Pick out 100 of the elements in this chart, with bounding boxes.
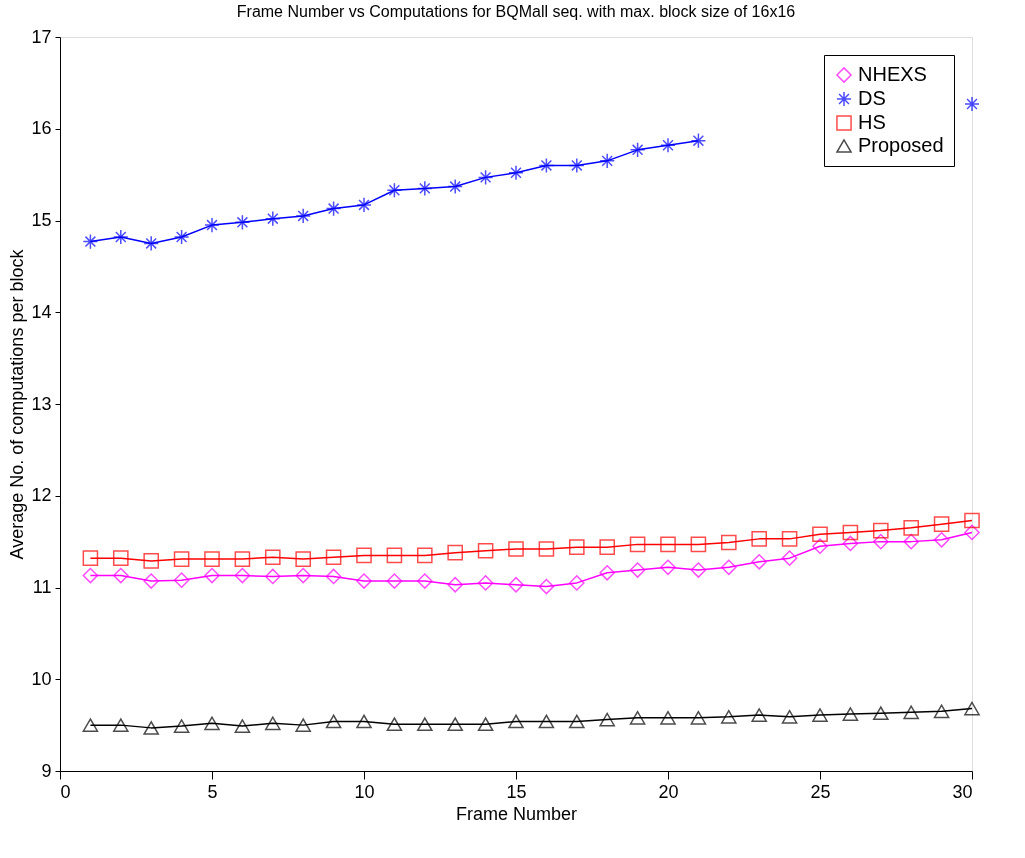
point <box>325 200 342 217</box>
legend-label: NHEXS <box>858 63 927 85</box>
point <box>447 544 464 561</box>
y-tick-label: 11 <box>32 577 52 597</box>
point <box>234 551 251 567</box>
point <box>416 717 433 732</box>
point <box>629 536 646 553</box>
y-tick-label: 14 <box>31 301 52 322</box>
point <box>173 551 190 567</box>
point <box>812 526 828 543</box>
point <box>477 575 494 591</box>
point <box>386 717 403 732</box>
point <box>447 717 464 732</box>
point <box>234 567 251 584</box>
point <box>82 718 99 732</box>
y-tick-label: 16 <box>31 118 52 139</box>
legend-label: Proposed <box>858 134 944 156</box>
point <box>356 197 372 213</box>
point <box>356 714 372 729</box>
x-tick-label: 30 <box>952 781 973 802</box>
point <box>386 573 403 589</box>
point <box>508 541 524 557</box>
point <box>599 539 616 555</box>
point <box>416 573 433 589</box>
point <box>508 164 524 181</box>
y-tick-label: 9 <box>41 760 52 781</box>
point <box>204 716 220 731</box>
point <box>416 547 433 564</box>
point <box>599 565 616 581</box>
point <box>82 233 99 250</box>
point <box>325 568 342 585</box>
point <box>872 706 889 721</box>
point <box>264 716 281 731</box>
point <box>690 710 707 725</box>
point <box>204 217 220 233</box>
point <box>234 719 251 733</box>
point <box>690 536 707 553</box>
point <box>112 567 129 584</box>
point <box>933 704 950 719</box>
point <box>416 180 433 197</box>
point <box>629 562 646 578</box>
point <box>538 157 555 174</box>
point <box>295 551 312 567</box>
point <box>903 520 920 536</box>
point <box>538 714 555 729</box>
point <box>690 132 707 149</box>
point <box>599 712 616 727</box>
x-tick-label: 20 <box>658 781 679 802</box>
point <box>143 235 160 252</box>
point <box>751 708 768 722</box>
chart-title: Frame Number vs Computations for BQMall seq. with max. block size of 16x16 <box>236 3 796 20</box>
point <box>933 516 950 533</box>
point <box>781 531 798 547</box>
y-tick-label: 13 <box>31 393 52 414</box>
point <box>386 547 403 564</box>
point <box>477 169 494 186</box>
point <box>690 562 707 578</box>
point <box>204 567 220 584</box>
point <box>356 573 372 589</box>
point <box>903 705 920 720</box>
point <box>325 549 342 566</box>
point <box>173 572 190 588</box>
point <box>477 542 494 559</box>
point <box>82 550 99 566</box>
point <box>964 512 980 529</box>
point <box>234 214 251 231</box>
point <box>720 534 737 551</box>
legend-label: DS <box>858 87 886 109</box>
point <box>173 719 190 733</box>
point <box>781 550 798 566</box>
point <box>812 538 828 555</box>
y-axis-title: Average No. of computations per block <box>7 248 28 560</box>
point <box>356 547 372 564</box>
point <box>872 522 889 539</box>
point <box>264 210 281 227</box>
point <box>508 714 524 729</box>
point <box>568 575 585 591</box>
point <box>508 576 524 593</box>
x-tick-label: 0 <box>60 781 71 802</box>
point <box>781 709 798 724</box>
point <box>964 96 980 112</box>
point <box>812 708 828 722</box>
point <box>660 710 676 725</box>
point <box>143 553 160 569</box>
point <box>82 567 99 584</box>
point <box>720 709 737 724</box>
point <box>568 714 585 729</box>
x-tick-label: 5 <box>207 781 218 802</box>
point <box>842 535 859 552</box>
point <box>477 717 494 732</box>
point <box>112 550 129 566</box>
x-axis-title: Frame Number <box>455 803 578 824</box>
point <box>842 524 859 541</box>
x-tick-label: 25 <box>810 781 831 802</box>
point <box>447 576 464 593</box>
point <box>568 539 585 555</box>
point <box>720 559 737 576</box>
point <box>751 553 768 570</box>
y-tick-label: 10 <box>31 668 52 689</box>
point <box>447 178 464 195</box>
